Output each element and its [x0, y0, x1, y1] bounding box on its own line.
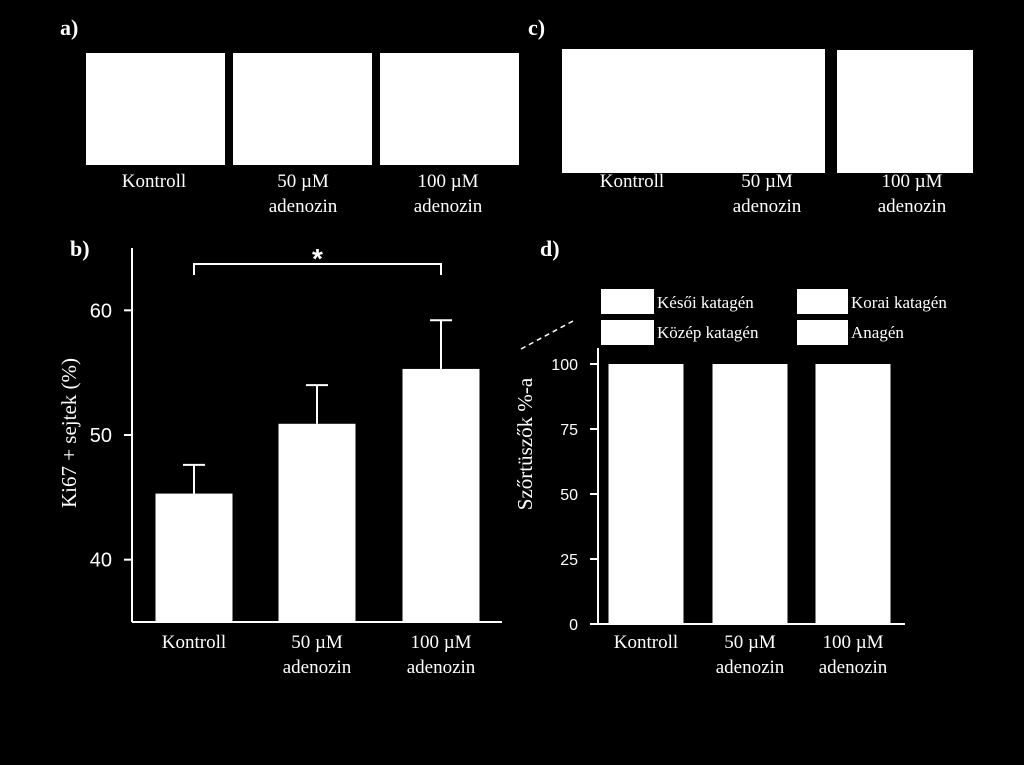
panel-c-image-2 — [837, 50, 973, 173]
panel-b-bars: Kontroll 50 µM adenozin 100 µM adenozin — [155, 319, 480, 678]
panel-b-x-tick-label-line1: 50 µM — [291, 632, 343, 653]
panel-b: b) Ki67 + sejtek (%) 40 50 60 Kontroll 50 µ… — [57, 236, 502, 678]
legend-label-korai-katagen: Korai katagén — [851, 293, 947, 312]
panel-d-y-tick-label: 100 — [551, 357, 578, 374]
panel-d: d) Szőrtüszők %-a 0 25 50 75 100 Kontroll 50 … — [513, 236, 947, 678]
panel-b-x-tick-label-line1: 100 µM — [410, 632, 471, 653]
panel-b-y-ticks: 40 50 60 — [90, 300, 132, 572]
panel-c-caption-3-line1: 100 µM — [881, 171, 942, 192]
panel-b-x-tick-label-line2: adenozin — [407, 657, 476, 678]
legend-swatch-korai-katagen — [797, 289, 848, 314]
panel-b-significance-label: * — [312, 243, 323, 274]
panel-c: c) Kontroll 50 µM adenozin 100 µM adenoz… — [528, 15, 973, 217]
panel-a-label: a) — [60, 15, 78, 40]
panel-d-y-axis-title: Szőrtüszők %-a — [513, 377, 537, 510]
panel-c-caption-2-line2: adenozin — [733, 196, 802, 217]
panel-d-legend: Késői katagén Korai katagén Közép katagé… — [601, 289, 947, 345]
panel-d-x-tick-label-line1: 100 µM — [822, 632, 883, 653]
panel-b-bar — [278, 423, 356, 622]
panel-d-y-tick-label: 0 — [569, 617, 578, 634]
legend-swatch-kozep-katagen — [601, 320, 654, 345]
panel-c-label: c) — [528, 15, 545, 40]
panel-b-x-tick-label-line2: adenozin — [283, 657, 352, 678]
panel-d-y-ticks: 0 25 50 75 100 — [551, 357, 598, 634]
panel-a-caption-3-line1: 100 µM — [417, 171, 478, 192]
panel-b-y-tick-label: 40 — [90, 550, 112, 572]
panel-b-y-axis-title: Ki67 + sejtek (%) — [57, 358, 81, 508]
legend-swatch-anagen — [797, 320, 848, 345]
panel-a-caption-1-line1: Kontroll — [122, 171, 186, 192]
panel-c-caption-2-line1: 50 µM — [741, 171, 793, 192]
panel-a-caption-2-line1: 50 µM — [277, 171, 329, 192]
panel-b-bar — [402, 368, 480, 622]
panel-a: a) Kontroll 50 µM adenozin 100 µM adenoz… — [60, 15, 519, 217]
legend-label-anagen: Anagén — [851, 323, 904, 342]
panel-b-label: b) — [70, 236, 90, 261]
panel-d-y-tick-label: 25 — [560, 552, 578, 569]
panel-d-axis-break-mark — [520, 320, 574, 350]
panel-d-x-tick-label-line2: adenozin — [819, 657, 888, 678]
panel-c-caption-3-line2: adenozin — [878, 196, 947, 217]
panel-d-x-tick-label-line1: Kontroll — [614, 632, 678, 653]
panel-a-image-3 — [380, 53, 519, 165]
panel-b-y-tick-label: 50 — [90, 425, 112, 447]
panel-b-significance-bracket — [193, 263, 442, 275]
panel-a-image-1 — [86, 53, 225, 165]
panel-d-x-tick-label-line1: 50 µM — [724, 632, 776, 653]
panel-d-bar — [712, 364, 788, 624]
panel-d-bar — [608, 364, 684, 624]
panel-d-x-tick-label-line2: adenozin — [716, 657, 785, 678]
panel-d-y-tick-label: 75 — [560, 422, 578, 439]
panel-b-significance: * — [193, 243, 442, 275]
panel-d-y-tick-label: 50 — [560, 487, 578, 504]
panel-b-bar — [155, 493, 233, 622]
panel-c-caption-1-line1: Kontroll — [600, 171, 664, 192]
panel-d-label: d) — [540, 236, 560, 261]
panel-d-bars: Kontroll 50 µM adenozin 100 µM adenozin — [608, 364, 891, 678]
panel-a-caption-3-line2: adenozin — [414, 196, 483, 217]
legend-label-kesoi-katagen: Késői katagén — [657, 293, 754, 312]
panel-d-bar — [815, 364, 891, 624]
panel-a-image-2 — [233, 53, 372, 165]
panel-a-caption-2-line2: adenozin — [269, 196, 338, 217]
panel-b-x-tick-label-line1: Kontroll — [162, 632, 226, 653]
legend-label-kozep-katagen: Közép katagén — [657, 323, 759, 342]
panel-b-y-tick-label: 60 — [90, 300, 112, 322]
legend-swatch-kesoi-katagen — [601, 289, 654, 314]
panel-c-image-1 — [562, 49, 825, 173]
